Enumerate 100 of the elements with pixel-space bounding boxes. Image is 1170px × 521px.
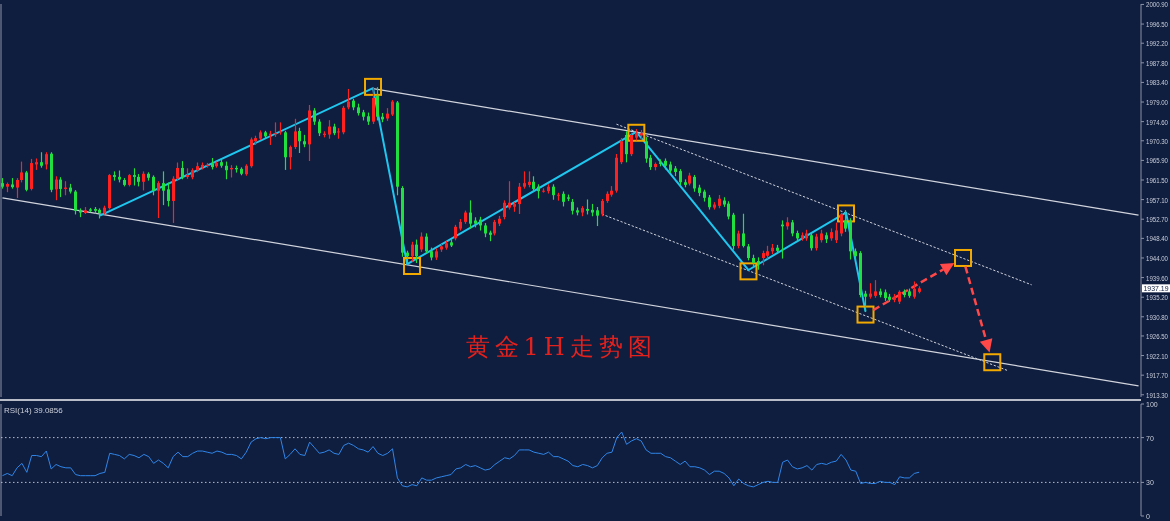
candlestick (342, 105, 345, 135)
text: 黄金1H走势图 (465, 332, 657, 361)
candlestick (874, 280, 877, 298)
candlestick (289, 145, 292, 170)
candlestick (825, 232, 828, 243)
candlestick (240, 167, 243, 176)
candlestick (654, 162, 657, 171)
candlestick (313, 108, 316, 125)
candlestick (732, 212, 735, 250)
candlestick (430, 247, 433, 261)
candlestick (362, 109, 365, 121)
candlestick (620, 137, 623, 165)
candlestick (401, 186, 404, 257)
candlestick (186, 168, 189, 179)
candlestick (211, 158, 214, 170)
candlestick (581, 206, 584, 217)
candlestick (659, 159, 662, 167)
candlestick (372, 87, 375, 125)
candlestick (567, 194, 570, 202)
candlestick (59, 177, 62, 198)
candlestick (167, 182, 170, 207)
candlestick (206, 162, 209, 168)
candlestick (879, 288, 882, 298)
candlestick (508, 181, 511, 210)
candlestick (454, 224, 457, 241)
candlestick (630, 132, 633, 157)
candlestick (532, 176, 535, 192)
candlestick (367, 112, 370, 125)
candlestick (518, 182, 521, 215)
candlestick (869, 283, 872, 299)
candlestick (708, 195, 711, 210)
candlestick (303, 134, 306, 148)
candlestick (747, 244, 750, 261)
candlestick (503, 200, 506, 220)
candlestick (108, 174, 111, 210)
candlestick (176, 162, 179, 181)
candlestick (528, 171, 531, 188)
candlestick (513, 202, 516, 212)
candlestick (6, 182, 9, 193)
candlestick (25, 170, 28, 192)
candlestick (596, 207, 599, 227)
candlestick (815, 233, 818, 251)
candlestick (859, 251, 862, 298)
candlestick (684, 179, 687, 188)
candlestick (840, 212, 843, 237)
candlestick (718, 195, 721, 209)
candlestick (440, 244, 443, 252)
candlestick (391, 100, 394, 116)
candlestick (830, 228, 833, 241)
candlestick (762, 250, 765, 266)
point (739, 262, 758, 281)
candlestick (196, 162, 199, 173)
candlestick (74, 190, 77, 215)
candlestick (352, 98, 355, 111)
candlestick (591, 203, 594, 217)
candlestick (191, 168, 194, 180)
candlestick (615, 154, 618, 193)
candlestick (133, 168, 136, 186)
candlestick (606, 191, 609, 203)
candlestick (157, 181, 160, 219)
candlestick (713, 202, 716, 210)
candlestick (698, 184, 701, 197)
candlestick (284, 130, 287, 170)
candlestick (776, 244, 779, 254)
point (364, 77, 383, 96)
candlestick (20, 161, 23, 183)
candlestick (264, 130, 267, 139)
point (837, 204, 855, 223)
candlestick (94, 207, 97, 214)
candlestick (542, 188, 545, 193)
candlestick (537, 184, 540, 199)
candlestick (220, 158, 223, 168)
candlestick (274, 122, 277, 137)
candlestick (820, 229, 823, 243)
candlestick (888, 293, 891, 302)
candlestick (693, 174, 696, 192)
candlestick (669, 161, 672, 174)
candlestick (113, 171, 116, 181)
candlestick (152, 175, 155, 196)
point (403, 257, 422, 275)
candlestick (786, 217, 789, 230)
candlestick (79, 208, 82, 218)
candlestick (464, 210, 467, 224)
candlestick (586, 199, 589, 215)
chart-title: RSI(14) 39.0856 (4, 406, 64, 415)
candlestick (137, 174, 140, 187)
candlestick (386, 108, 389, 121)
candlestick (801, 232, 804, 241)
candlestick (294, 118, 297, 149)
candlestick (425, 233, 428, 254)
candlestick (147, 172, 150, 181)
candlestick (493, 219, 496, 236)
candlestick (250, 137, 253, 168)
candlestick (645, 137, 648, 163)
candlestick (357, 103, 360, 116)
candlestick (123, 178, 126, 187)
candlestick (215, 161, 218, 168)
candlestick (98, 208, 101, 219)
candlestick (552, 184, 555, 200)
candlestick (11, 178, 14, 189)
